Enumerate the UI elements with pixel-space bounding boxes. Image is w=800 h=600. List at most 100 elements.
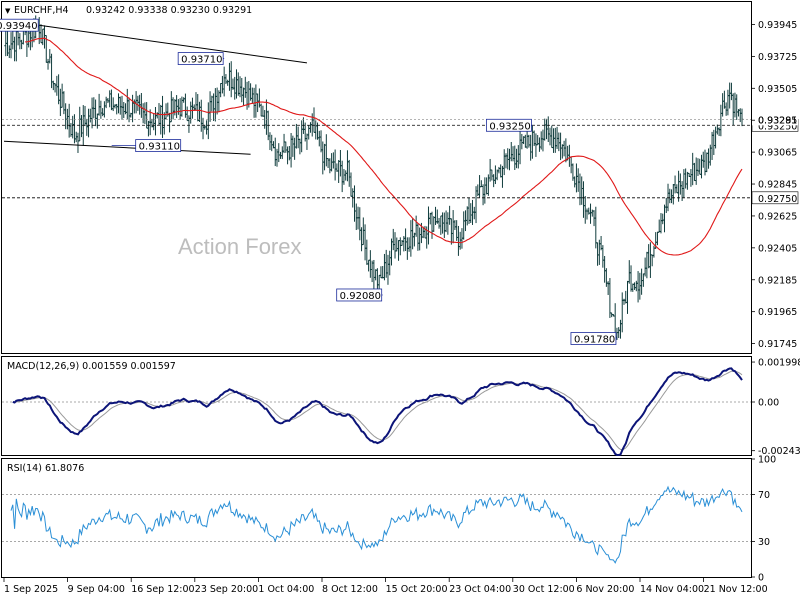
price-bar	[85, 118, 89, 136]
price-bar	[50, 53, 54, 89]
collapse-arrow-icon[interactable]: ▼	[5, 7, 11, 15]
price-bar	[426, 206, 430, 245]
price-bar	[109, 89, 113, 111]
swing-label: 0.93940	[0, 18, 40, 32]
price-bar	[560, 144, 564, 159]
price-bar	[296, 126, 300, 149]
price-bar	[640, 268, 644, 295]
price-bar	[289, 133, 293, 168]
price-bar	[559, 132, 563, 161]
price-bar	[205, 120, 209, 135]
price-bar	[363, 224, 367, 261]
price-bar	[714, 126, 718, 149]
price-bar	[444, 210, 448, 233]
price-bar	[41, 28, 45, 46]
price-bar	[319, 130, 323, 153]
price-bar	[404, 228, 408, 251]
price-bar	[242, 87, 246, 106]
price-bar	[222, 66, 226, 97]
price-bar	[650, 254, 654, 267]
price-bar	[43, 25, 47, 49]
price-bar	[728, 82, 732, 109]
price-bar	[101, 108, 105, 117]
x-axis-ticks: 1 Sep 2025 9 Sep 04:00 16 Sep 12:00 23 Sep …	[3, 577, 768, 595]
price-bar	[388, 250, 392, 276]
price-bar	[250, 87, 254, 104]
price-bar	[671, 183, 675, 205]
price-bar	[169, 91, 173, 123]
price-bar	[439, 215, 443, 235]
price-bar	[384, 249, 388, 278]
trendline[interactable]	[3, 140, 251, 155]
price-bar	[418, 227, 422, 251]
price-bar	[14, 29, 18, 62]
price-tick-label: 0.92625	[758, 211, 797, 222]
svg-text:0.92080: 0.92080	[340, 291, 381, 302]
price-bar	[92, 97, 96, 119]
price-bar	[379, 266, 383, 279]
price-bar	[58, 88, 62, 117]
price-bar	[76, 132, 80, 153]
price-bar	[731, 93, 735, 126]
price-bar	[340, 160, 344, 193]
price-bar	[321, 141, 325, 175]
price-bar	[527, 134, 531, 148]
level-label: 0.93250	[758, 121, 797, 132]
price-bar	[416, 223, 420, 251]
price-bar	[219, 82, 223, 98]
price-bar	[729, 82, 733, 101]
price-bar	[190, 97, 194, 119]
price-bar	[201, 117, 205, 140]
price-bar	[685, 171, 689, 190]
price-bar	[314, 120, 318, 140]
price-bar	[196, 94, 200, 122]
price-tick-label: 0.92405	[758, 243, 797, 254]
price-bar	[102, 101, 106, 118]
swing-label: 0.91780	[570, 332, 617, 345]
price-bar	[719, 104, 723, 137]
price-bar	[131, 94, 135, 123]
rsi-panel-frame	[1, 458, 752, 578]
price-bar	[374, 269, 378, 281]
macd-tick-label: 0.00	[758, 398, 779, 409]
date-tick-label: 30 Oct 12:00	[513, 584, 575, 595]
price-bar	[233, 76, 237, 100]
price-bar	[176, 99, 180, 115]
price-tick-label: 0.91745	[758, 339, 797, 350]
price-bar	[500, 165, 504, 188]
price-bar	[282, 133, 286, 154]
price-bar	[62, 91, 66, 115]
price-bar	[659, 213, 663, 234]
price-bar	[240, 78, 244, 103]
price-bar	[338, 149, 342, 177]
trendline[interactable]	[39, 24, 308, 64]
price-bar	[580, 176, 584, 205]
price-bar	[518, 131, 522, 165]
price-bar	[381, 266, 385, 279]
price-bar	[643, 257, 647, 277]
level-label: 0.92750	[758, 194, 797, 205]
price-bar	[194, 92, 198, 110]
watermark: Action Forex	[178, 234, 302, 259]
price-bar	[164, 103, 168, 120]
price-bar	[347, 159, 351, 187]
price-bar	[324, 134, 328, 167]
support-resistance-levels: 0.93250 0.92750 0.93291	[2, 113, 799, 205]
price-bar	[312, 107, 316, 133]
price-bar	[7, 45, 11, 59]
price-bar	[717, 127, 721, 137]
price-bar	[95, 113, 99, 129]
price-bar	[520, 133, 524, 150]
price-bar	[661, 213, 665, 225]
price-bar	[217, 90, 221, 113]
price-bar	[474, 186, 478, 224]
price-bar	[67, 103, 71, 138]
price-tick-label: 0.92185	[758, 275, 797, 286]
date-tick-label: 15 Oct 20:00	[386, 584, 448, 595]
price-bar	[171, 97, 175, 120]
price-bar	[13, 36, 17, 62]
price-bar	[389, 238, 393, 266]
price-bar	[552, 128, 556, 153]
symbol-timeframe: EURCHF,H4	[14, 5, 69, 16]
date-tick-label: 6 Nov 20:00	[576, 584, 634, 595]
